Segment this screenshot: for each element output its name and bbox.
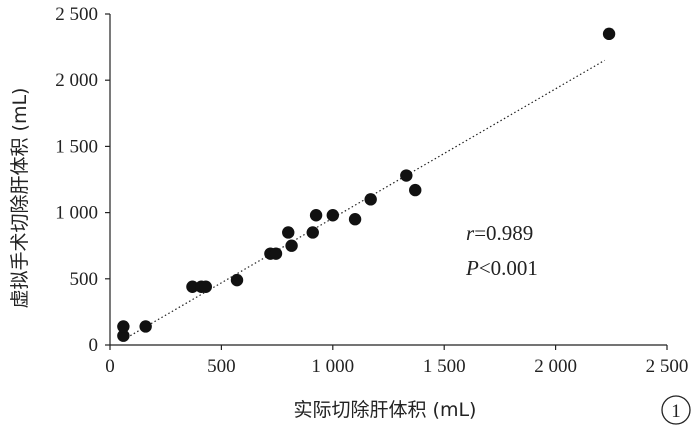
- x-tick-label: 2 000: [534, 356, 577, 377]
- r-value: =0.989: [474, 221, 533, 245]
- r-symbol: r: [466, 221, 475, 245]
- y-tick-label: 1 500: [55, 136, 98, 157]
- x-tick-label: 0: [105, 356, 115, 377]
- y-axis-title: 虚拟手术切除肝体积 (mL): [9, 88, 31, 309]
- r-statistic: r=0.989: [466, 221, 533, 245]
- panel-label: 1: [661, 395, 691, 425]
- x-axis: 0 500 1 000 1 500 2 000 2 500: [105, 344, 689, 377]
- y-axis: 0 500 1 000 1 500 2 000 2 500: [55, 4, 111, 356]
- y-tick-label: 0: [89, 335, 99, 356]
- x-tick-label: 2 500: [646, 356, 689, 377]
- data-points: [117, 27, 616, 342]
- x-tick-label: 1 000: [311, 356, 354, 377]
- p-statistic: P<0.001: [465, 256, 538, 280]
- data-point: [602, 27, 616, 41]
- data-point: [409, 183, 422, 197]
- data-point: [326, 209, 339, 222]
- data-point: [400, 169, 413, 182]
- x-axis-title: 实际切除肝体积 (mL): [294, 399, 477, 421]
- x-tick-label: 1 500: [423, 356, 466, 377]
- data-point: [117, 329, 130, 342]
- y-tick-label: 2 000: [55, 70, 98, 91]
- x-tick-label: 500: [207, 356, 236, 377]
- data-point: [306, 226, 319, 239]
- data-point: [186, 280, 199, 293]
- data-point: [139, 320, 152, 333]
- data-point: [285, 239, 298, 252]
- panel-label-circle: [661, 395, 691, 425]
- y-tick-label: 2 500: [55, 4, 98, 25]
- data-point: [199, 280, 213, 293]
- data-point: [269, 247, 283, 260]
- data-point: [309, 209, 323, 222]
- data-point: [364, 193, 377, 206]
- trendline: [123, 59, 605, 341]
- y-tick-label: 500: [70, 269, 99, 290]
- y-tick-label: 1 000: [55, 203, 98, 224]
- data-point: [348, 213, 362, 226]
- p-symbol: P: [465, 256, 479, 280]
- data-point: [117, 320, 130, 333]
- p-value: <0.001: [479, 256, 538, 280]
- data-point: [230, 273, 244, 287]
- data-point: [282, 226, 295, 239]
- panel-label-text: 1: [671, 401, 681, 422]
